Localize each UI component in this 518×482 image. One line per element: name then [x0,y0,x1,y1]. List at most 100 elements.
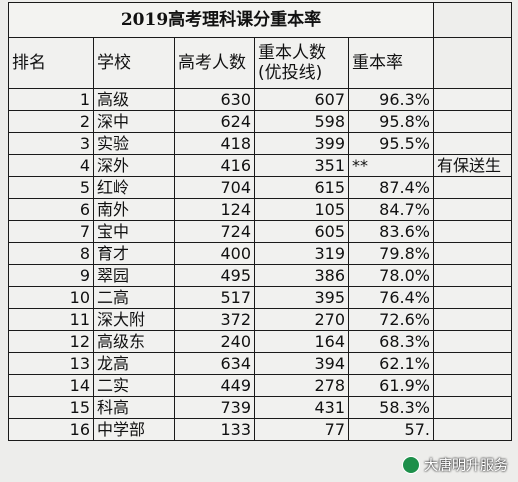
school-cell: 深中 [93,110,175,133]
note-cell [433,308,512,331]
note-cell [433,242,512,265]
school-cell: 龙高 [93,352,175,375]
table-row: 6 南外 124 105 84.7% [8,198,512,221]
key-rate-cell: 83.6% [348,220,434,243]
rank-cell: 16 [8,418,94,441]
rank-cell: 1 [8,88,94,111]
table-row: 14 二实 449 278 61.9% [8,374,512,397]
key-rate-cell: 57. [348,418,434,441]
rank-cell: 10 [8,286,94,309]
exam-count-cell: 372 [174,308,255,331]
key-rate-cell: 95.8% [348,110,434,133]
key-rate-cell: 96.3% [348,88,434,111]
table-row: 4 深外 416 351 ** 有保送生 [8,154,512,177]
table-row: 12 高级东 240 164 68.3% [8,330,512,353]
key-rate-cell: 87.4% [348,176,434,199]
table-row: 2 深中 624 598 95.8% [8,110,512,133]
school-cell: 宝中 [93,220,175,243]
note-cell [433,88,512,111]
note-cell: 有保送生 [433,154,512,177]
table-row: 16 中学部 133 77 57. [8,418,512,441]
note-cell [433,286,512,309]
key-rate-cell: ** [348,154,434,177]
note-cell [433,220,512,243]
note-cell [433,374,512,397]
rank-cell: 11 [8,308,94,331]
rank-cell: 12 [8,330,94,353]
table-row: 5 红岭 704 615 87.4% [8,176,512,199]
rank-cell: 4 [8,154,94,177]
school-cell: 深外 [93,154,175,177]
note-cell [433,110,512,133]
table-row: 13 龙高 634 394 62.1% [8,352,512,375]
header-key-rate: 重本率 [348,37,434,89]
key-count-cell: 395 [254,286,349,309]
rank-cell: 6 [8,198,94,221]
note-cell [433,176,512,199]
school-cell: 深大附 [93,308,175,331]
note-cell [433,352,512,375]
table-row: 8 育才 400 319 79.8% [8,242,512,265]
empty-cell [433,2,512,38]
note-cell [433,396,512,419]
rank-cell: 5 [8,176,94,199]
school-cell: 科高 [93,396,175,419]
school-cell: 中学部 [93,418,175,441]
rank-cell: 13 [8,352,94,375]
table-row: 9 翠园 495 386 78.0% [8,264,512,287]
school-cell: 南外 [93,198,175,221]
exam-count-cell: 495 [174,264,255,287]
school-cell: 高级东 [93,330,175,353]
header-key-count: 重本人数 (优投线) [254,37,349,89]
exam-count-cell: 133 [174,418,255,441]
table-row: 11 深大附 372 270 72.6% [8,308,512,331]
key-rate-cell: 58.3% [348,396,434,419]
school-cell: 二高 [93,286,175,309]
rank-cell: 2 [8,110,94,133]
note-cell [433,418,512,441]
key-count-cell: 615 [254,176,349,199]
key-rate-cell: 62.1% [348,352,434,375]
rank-cell: 3 [8,132,94,155]
exam-count-cell: 704 [174,176,255,199]
table-row: 3 实验 418 399 95.5% [8,132,512,155]
exam-count-cell: 739 [174,396,255,419]
empty-cell [433,37,512,89]
watermark-text: 大唐明升服务 [424,458,508,474]
exam-count-cell: 517 [174,286,255,309]
school-cell: 红岭 [93,176,175,199]
key-count-cell: 386 [254,264,349,287]
rank-cell: 8 [8,242,94,265]
school-cell: 实验 [93,132,175,155]
exam-count-cell: 724 [174,220,255,243]
key-count-cell: 351 [254,154,349,177]
watermark: 大唐明升服务 [402,455,508,475]
key-count-cell: 77 [254,418,349,441]
key-count-cell: 605 [254,220,349,243]
key-rate-cell: 95.5% [348,132,434,155]
exam-count-cell: 124 [174,198,255,221]
table-row: 15 科高 739 431 58.3% [8,396,512,419]
note-cell [433,264,512,287]
header-key-count-line1: 重本人数 [258,43,326,63]
key-count-cell: 105 [254,198,349,221]
key-count-cell: 399 [254,132,349,155]
table-row: 10 二高 517 395 76.4% [8,286,512,309]
ranking-table: 2019高考理科课分重本率 排名 学校 高考人数 重本人数 (优投线) 重本率 … [8,2,512,441]
key-rate-cell: 78.0% [348,264,434,287]
key-rate-cell: 61.9% [348,374,434,397]
key-rate-cell: 84.7% [348,198,434,221]
exam-count-cell: 240 [174,330,255,353]
key-rate-cell: 79.8% [348,242,434,265]
key-count-cell: 431 [254,396,349,419]
school-cell: 育才 [93,242,175,265]
school-cell: 翠园 [93,264,175,287]
note-cell [433,330,512,353]
rank-cell: 14 [8,374,94,397]
exam-count-cell: 400 [174,242,255,265]
key-count-cell: 598 [254,110,349,133]
exam-count-cell: 630 [174,88,255,111]
key-rate-cell: 72.6% [348,308,434,331]
table-row: 1 高级 630 607 96.3% [8,88,512,111]
